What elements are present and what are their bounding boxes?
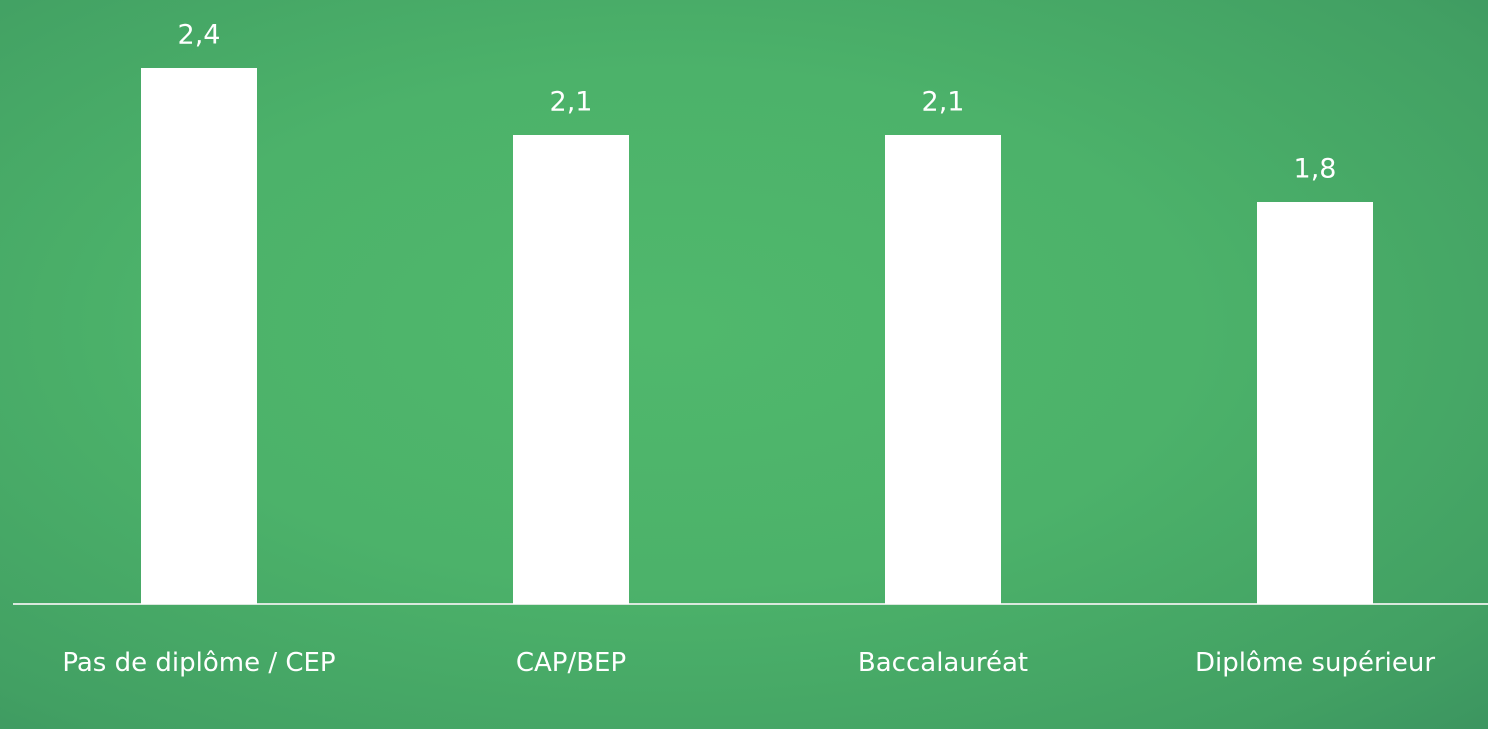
x-tick-label: Baccalauréat (857, 648, 1029, 678)
x-tick-label: Pas de diplôme / CEP (62, 648, 336, 678)
value-label: 1,8 (1294, 154, 1337, 185)
x-tick-label: CAP/BEP (515, 648, 627, 678)
bar (141, 68, 257, 604)
bar (1257, 202, 1373, 604)
x-tick-label: Diplôme supérieur (1194, 648, 1436, 678)
value-label: 2,4 (178, 20, 221, 51)
value-label: 2,1 (550, 87, 593, 118)
bar (885, 135, 1001, 604)
bar (513, 135, 629, 604)
value-label: 2,1 (922, 87, 965, 118)
